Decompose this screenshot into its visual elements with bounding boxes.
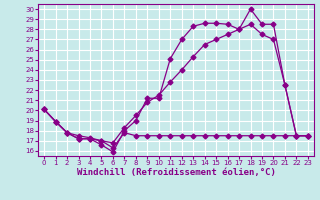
X-axis label: Windchill (Refroidissement éolien,°C): Windchill (Refroidissement éolien,°C) bbox=[76, 168, 276, 177]
